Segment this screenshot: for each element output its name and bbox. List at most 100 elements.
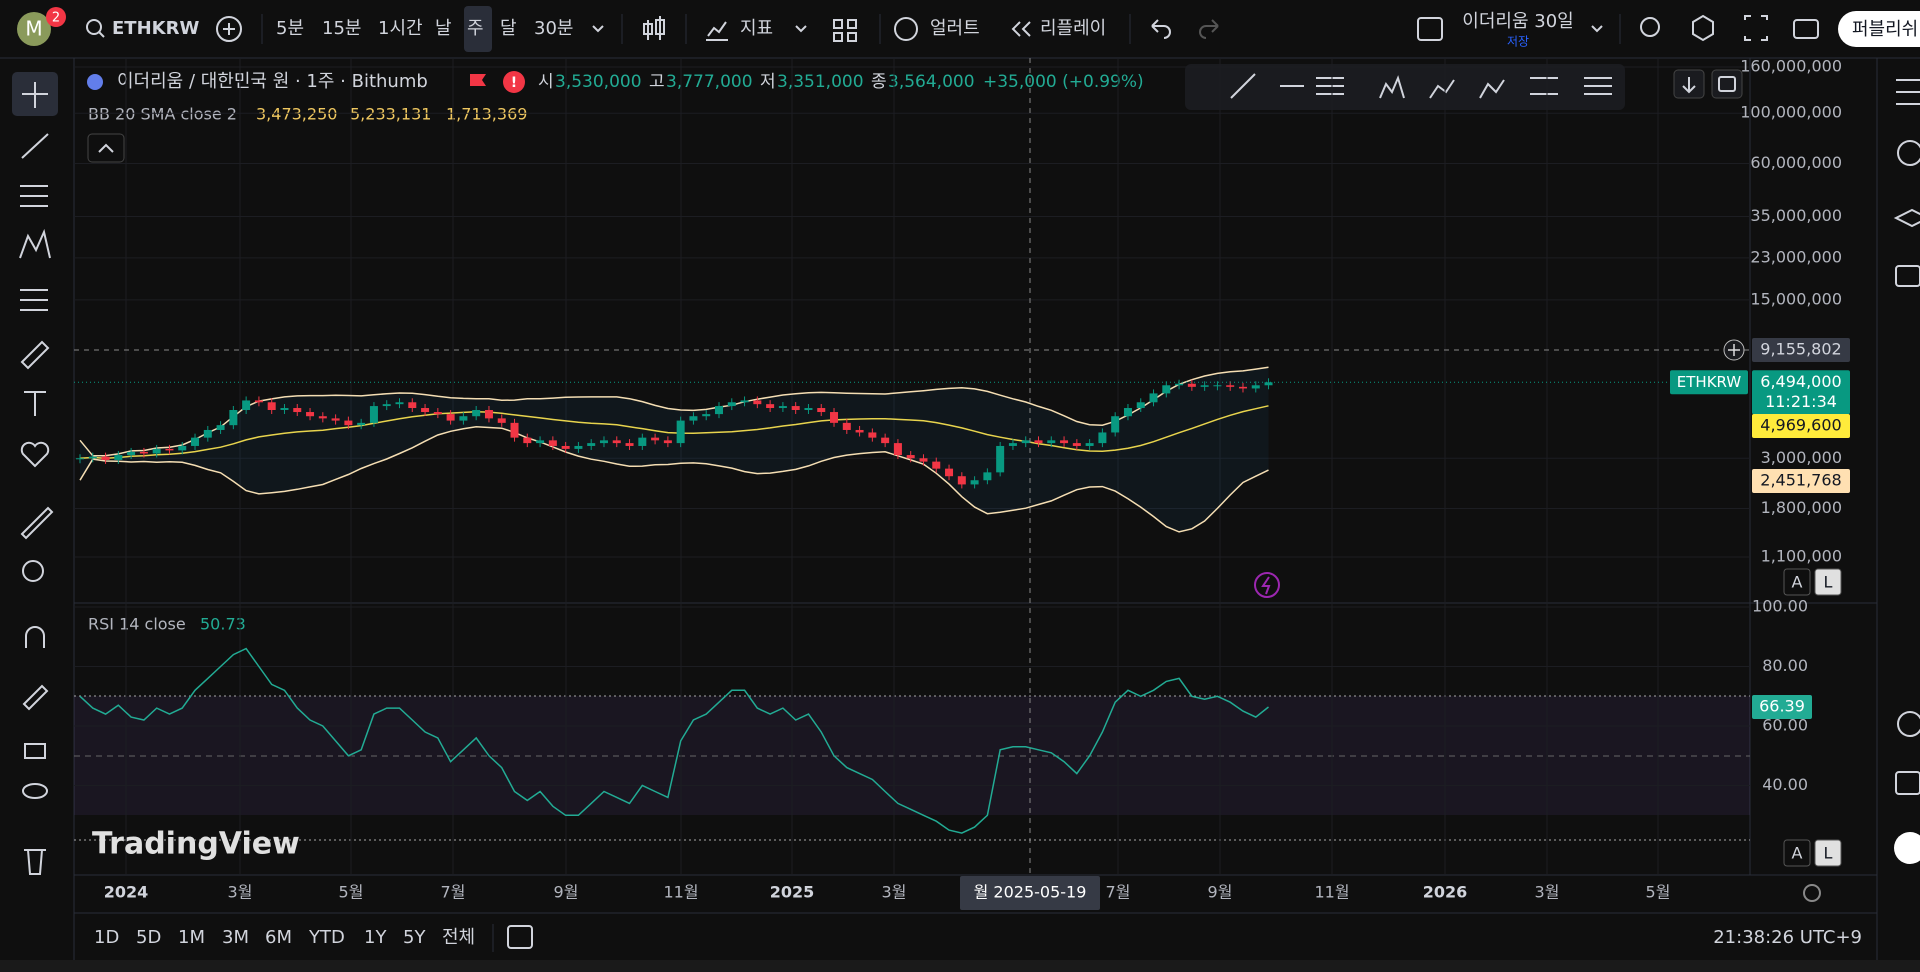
candle-body [562, 446, 570, 449]
time-label: 3월 [882, 883, 907, 902]
layout-name[interactable]: 이더리움 30일 [1462, 11, 1573, 32]
interval[interactable]: 달 [500, 18, 517, 39]
candle-body [1035, 440, 1043, 443]
symbol[interactable]: ETHKRW [112, 18, 199, 39]
legend-close-label: 종 [871, 72, 887, 92]
collapse-button[interactable] [88, 134, 124, 162]
interval[interactable]: 주 [467, 18, 484, 39]
candle-body [907, 455, 915, 458]
candle-body [1124, 408, 1132, 416]
candle-body [229, 410, 237, 425]
candle-body [434, 412, 442, 414]
candle-body [817, 408, 825, 412]
candle-body [319, 416, 327, 418]
candle-body [114, 455, 122, 460]
y-tick-label: 160,000,000 [1740, 57, 1842, 76]
candle-body [549, 440, 557, 446]
candle-body [856, 430, 864, 432]
candle-body [702, 414, 710, 416]
candle-body [1265, 382, 1273, 385]
candle-body [1239, 387, 1247, 389]
candle-body [1073, 443, 1081, 446]
candle-body [830, 412, 838, 423]
legend-high-label: 고 [649, 72, 665, 92]
candle-body [204, 430, 212, 438]
candle-body [1111, 416, 1119, 432]
time-label: 2026 [1423, 883, 1468, 902]
candle-body [804, 408, 812, 410]
range-button[interactable]: 1D [94, 927, 119, 948]
legend-title: 이더리움 / 대한민국 원 · 1주 · Bithumb [117, 71, 428, 92]
sync-button[interactable] [1712, 70, 1742, 98]
candle-body [1047, 440, 1055, 443]
rsi-tick-label: 40.00 [1762, 775, 1808, 794]
candle-body [677, 421, 685, 444]
candle-body [958, 476, 966, 484]
range-button[interactable]: 5Y [403, 927, 426, 948]
candle-body [664, 440, 672, 443]
clock[interactable]: 21:38:26 UTC+9 [1713, 927, 1862, 948]
crosshair-price: 9,155,802 [1760, 340, 1841, 359]
candle-body [1188, 384, 1196, 387]
range-button[interactable]: 전체 [442, 927, 475, 948]
interval[interactable]: 15분 [322, 18, 361, 39]
indicators[interactable]: 지표 [740, 18, 773, 39]
candle-body [741, 400, 749, 402]
candle-body [127, 452, 135, 455]
time-label: 9월 [1208, 883, 1233, 902]
candle-body [574, 446, 582, 449]
candle-body [919, 458, 927, 461]
candle-body [1162, 385, 1170, 393]
legend-close: 3,564,000 [888, 72, 975, 92]
y-tick-label: 100,000,000 [1740, 103, 1842, 122]
rsi-last: 66.39 [1759, 696, 1805, 715]
range-button[interactable]: 1M [178, 927, 205, 948]
candle-body [396, 402, 404, 404]
candle-body [1009, 443, 1017, 446]
candle-body [383, 404, 391, 406]
range-button[interactable]: YTD [308, 927, 345, 948]
bb-value: 5,233,131 [350, 105, 431, 124]
rsi-value: 50.73 [200, 615, 246, 634]
candle-body [332, 418, 340, 420]
candle-body [408, 402, 416, 408]
legend-change: +35,000 (+0.99%) [983, 72, 1144, 92]
candle-body [651, 438, 659, 441]
legend-open-label: 시 [538, 72, 554, 92]
interval[interactable]: 날 [435, 18, 452, 39]
candle-body [753, 400, 761, 404]
last-price: 6,494,000 [1760, 372, 1841, 391]
candle-body [523, 438, 531, 443]
interval[interactable]: 30분 [534, 18, 573, 39]
replay[interactable]: 리플레이 [1040, 18, 1106, 39]
layout-status: 저장 [1507, 35, 1529, 49]
candle-body [1086, 443, 1094, 446]
candle-body [1150, 393, 1158, 402]
range-button[interactable]: 3M [222, 927, 249, 948]
bb-value: 1,713,369 [446, 105, 527, 124]
symbol-logo [87, 74, 103, 90]
candle-body [894, 443, 902, 455]
candle-body [447, 414, 455, 420]
interval[interactable]: 5분 [276, 18, 304, 39]
interval[interactable]: 1시간 [378, 18, 423, 39]
y-tick-label: 1,800,000 [1761, 498, 1842, 517]
time-label: 3월 [228, 883, 253, 902]
alerts[interactable]: 얼러트 [930, 18, 980, 39]
time-label: 9월 [554, 883, 579, 902]
range-button[interactable]: 6M [265, 927, 292, 948]
candle-body [165, 449, 173, 451]
legend-low-label: 저 [760, 72, 776, 92]
time-label: 3월 [1535, 883, 1560, 902]
bb-middle-value: 4,969,600 [1760, 416, 1841, 435]
candle-body [1137, 402, 1145, 408]
candle-body [1226, 385, 1234, 387]
range-button[interactable]: 1Y [364, 927, 387, 948]
candle-body [140, 452, 148, 454]
range-button[interactable]: 5D [136, 927, 161, 948]
countdown: 11:21:34 [1765, 392, 1837, 411]
candle-body [1175, 384, 1183, 386]
avatar-letter: M [25, 17, 42, 41]
candle-body [370, 406, 378, 423]
